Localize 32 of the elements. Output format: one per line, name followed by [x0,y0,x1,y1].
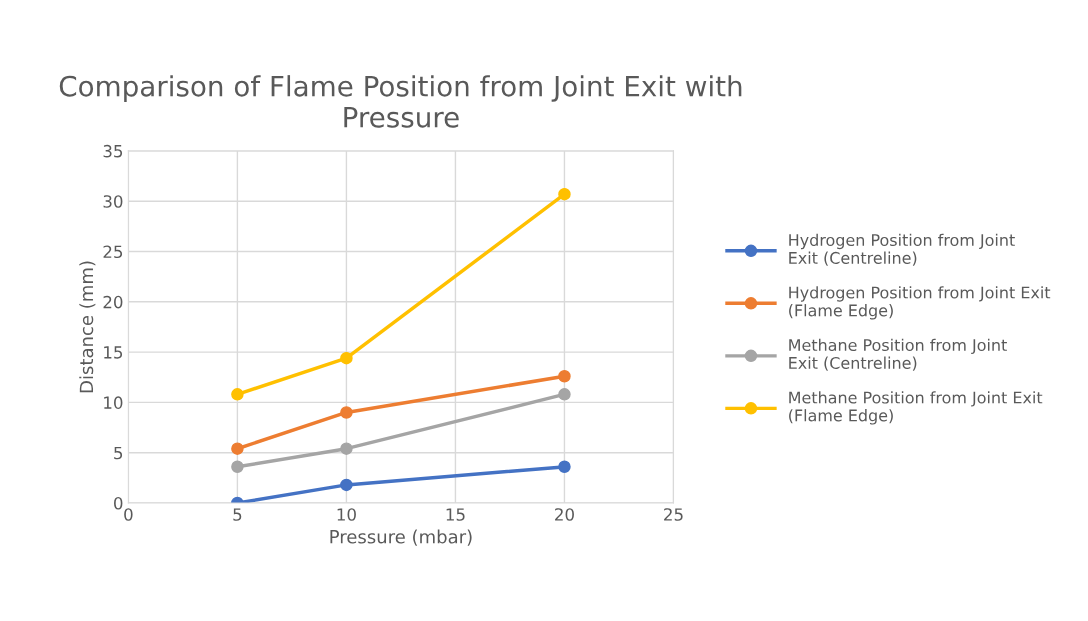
y-tick-label: 15 [104,346,123,359]
x-tick-label: 0 [124,508,133,521]
point [231,388,244,401]
y-tick-label: 10 [104,396,123,409]
chart-title: Comparison of Flame Position from Joint Exit with Pressure [59,75,742,128]
y-tick-label: 0 [114,496,123,510]
point [558,388,571,401]
y-tick-label: 35 [103,144,123,158]
y-tick-label: 25 [103,245,123,259]
legend-label: Hydrogen Position from Joint Exit (Flame Edge) [789,286,1051,320]
point [558,187,571,201]
x-tick-label: 25 [664,508,683,521]
x-axis-title: Pressure (mbar) [330,529,472,546]
point [340,442,353,455]
y-tick-label: 20 [103,295,123,309]
legend-label: Methane Position from Joint Exit (Flame Edge) [789,391,1043,425]
point [340,478,353,492]
point [558,370,571,383]
point [340,351,353,365]
legend-label: Methane Position from Joint Exit (Centreline) [789,338,1007,371]
legend-label: Hydrogen Position from Joint Exit (Centreline) [789,233,1015,266]
point [231,460,244,474]
x-tick-label: 5 [233,508,242,521]
x-tick-label: 10 [337,508,356,521]
y-tick-label: 30 [103,195,123,208]
x-tick-label: 20 [555,508,574,521]
y-tick-label: 5 [114,446,123,460]
y-axis-title: Distance (mm) [79,261,96,393]
x-tick-label: 15 [446,508,465,521]
point [231,442,244,455]
point [340,406,353,419]
point [558,460,571,474]
